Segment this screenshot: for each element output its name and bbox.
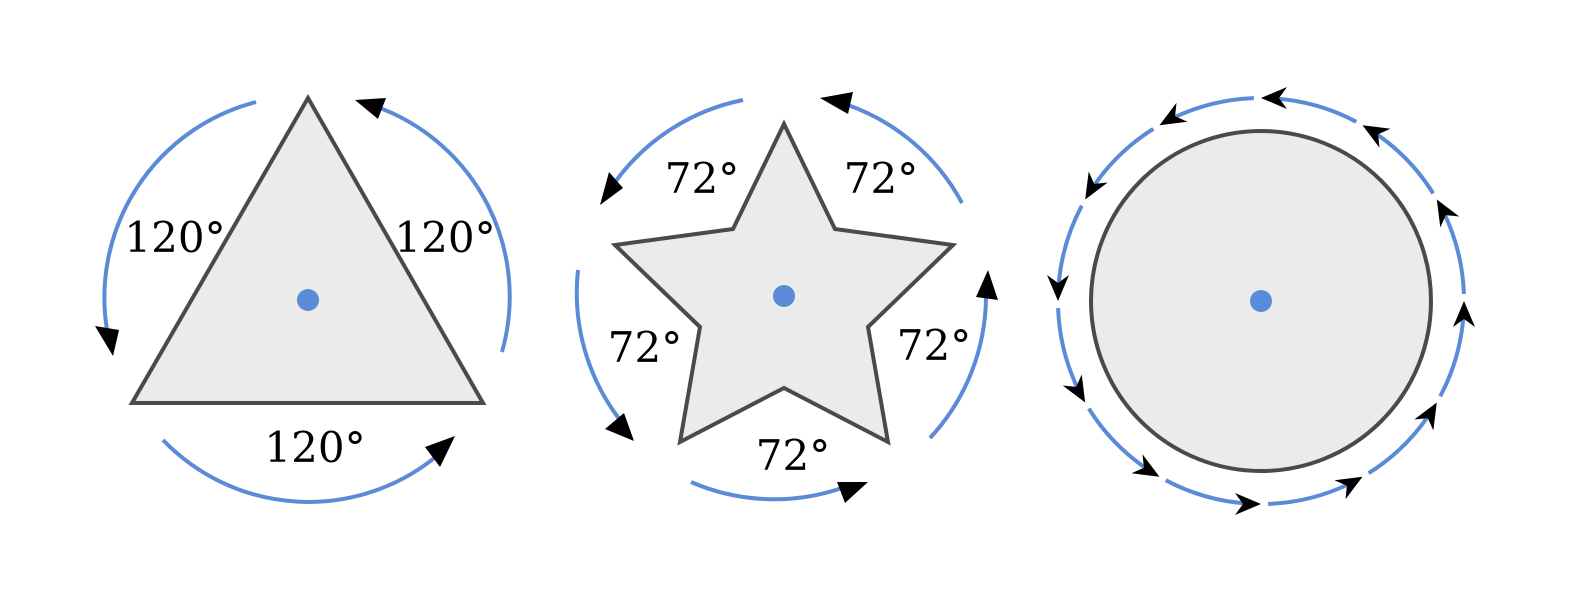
circle-arc-segment — [1171, 96, 1254, 121]
circle-arrowhead — [1159, 102, 1188, 126]
circle-arrowhead — [1085, 171, 1108, 200]
circle-arrowhead — [1414, 402, 1437, 431]
circle-arc-segment — [1056, 308, 1081, 391]
triangle-panel: 120° 120° 120° — [95, 93, 512, 504]
star-angle-label-top-right: 72° — [844, 154, 918, 203]
circle-arrowhead — [1235, 493, 1261, 515]
circle-arrowhead — [1062, 374, 1086, 403]
circle-arrowhead — [1436, 199, 1460, 228]
circle-arrowhead — [1047, 275, 1069, 301]
circle-panel — [1047, 87, 1475, 515]
triangle-shape — [128, 93, 487, 405]
star-angle-label-right: 72° — [897, 321, 971, 370]
circle-arc-segment — [1275, 96, 1358, 124]
circle-arrowhead — [1131, 454, 1160, 477]
triangle-center-dot — [297, 289, 319, 311]
triangle-arrowhead-right — [355, 98, 386, 119]
circle-arc-segment — [1441, 211, 1466, 294]
circle-arc-segment — [1367, 413, 1431, 475]
triangle-angle-label-bottom: 120° — [264, 423, 365, 472]
star-angle-label-left: 72° — [608, 323, 682, 372]
circle-arrowhead — [1261, 87, 1287, 109]
circle-arc-segment — [1087, 407, 1149, 471]
triangle-arrowhead-left — [95, 326, 119, 356]
circle-arc-segment — [1164, 478, 1247, 506]
circle-arrowhead — [1334, 476, 1363, 500]
star-arc-top-right — [844, 102, 964, 204]
triangle-arc-left — [102, 100, 257, 331]
star-arrowhead-top-right — [820, 92, 853, 114]
star-arc-left — [574, 269, 622, 422]
star-panel: 72° 72° 72° 72° 72° — [574, 92, 998, 503]
star-angle-label-top-left: 72° — [665, 154, 739, 203]
star-arrowhead-top-left — [600, 172, 623, 205]
circle-arc-segment — [1438, 315, 1466, 398]
circle-arrowhead — [1362, 125, 1391, 148]
triangle-arrowhead-bottom — [425, 436, 455, 467]
star-arrowhead-bottom — [837, 482, 868, 503]
star-arc-bottom — [690, 480, 843, 502]
circle-arc-segment — [1056, 204, 1084, 287]
circle-arc-segment — [1091, 127, 1155, 189]
circle-center-dot — [1250, 290, 1272, 312]
triangle-arc-bottom — [161, 438, 440, 504]
star-angle-label-bottom: 72° — [756, 431, 830, 480]
triangle-arc-right — [379, 106, 512, 353]
star-arrowhead-left — [605, 413, 634, 441]
circle-arc-ring — [1047, 87, 1475, 515]
star-center-dot — [773, 285, 795, 307]
star-arc-top-left — [611, 98, 744, 187]
triangle-angle-label-left: 120° — [124, 213, 225, 262]
circle-arc-segment — [1373, 131, 1435, 195]
triangle-angle-label-right: 120° — [394, 213, 495, 262]
star-shape — [610, 119, 958, 446]
star-arrowhead-right — [976, 270, 998, 300]
circle-arrowhead — [1453, 301, 1475, 327]
star-arc-right — [928, 294, 989, 440]
circle-arc-segment — [1268, 481, 1351, 506]
